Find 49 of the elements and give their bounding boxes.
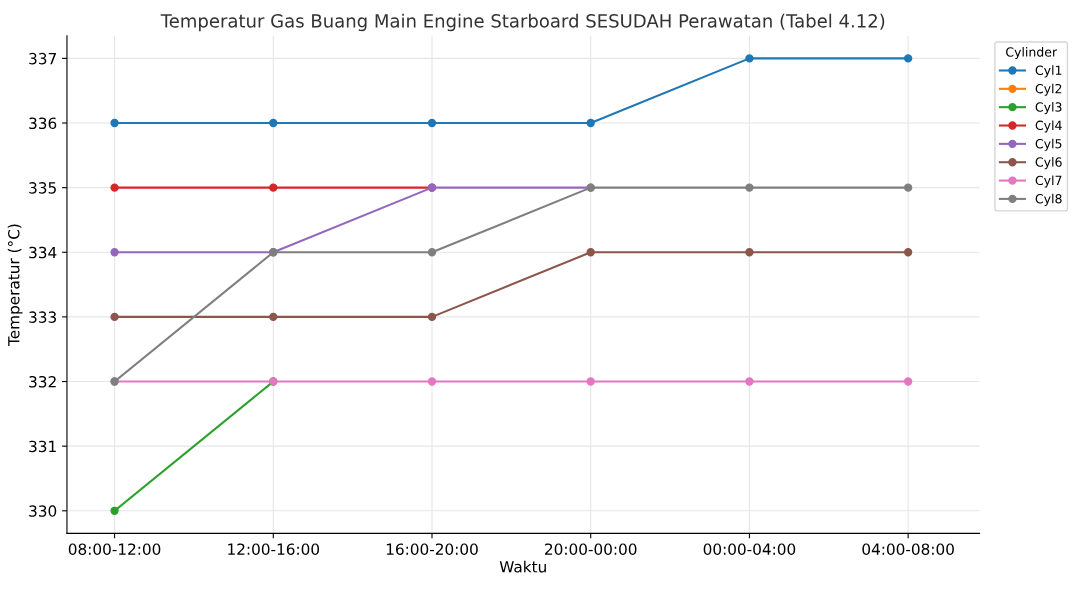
point bbox=[427, 118, 437, 128]
point bbox=[745, 54, 754, 63]
point bbox=[110, 506, 119, 515]
point bbox=[110, 312, 119, 322]
legend-label: Cyl1 bbox=[1035, 65, 1062, 78]
x-axis-title: Waktu bbox=[499, 560, 546, 573]
point bbox=[586, 377, 595, 386]
y-tick-label: 333 bbox=[29, 311, 57, 323]
y-tick-label: 337 bbox=[29, 52, 56, 65]
point bbox=[903, 377, 913, 386]
point bbox=[110, 248, 119, 257]
point bbox=[903, 54, 913, 63]
y-tick-label: 331 bbox=[29, 440, 56, 453]
point bbox=[586, 248, 595, 257]
x-tick-label: 16:00-20:00 bbox=[386, 543, 478, 555]
point bbox=[903, 183, 913, 192]
legend-label: Cyl6 bbox=[1035, 157, 1062, 170]
y-tick-label: 332 bbox=[29, 376, 56, 388]
legend-label: Cyl7 bbox=[1035, 175, 1062, 188]
x-tick-label: 04:00-08:00 bbox=[862, 543, 954, 555]
y-tick-label: 330 bbox=[29, 505, 57, 517]
point bbox=[903, 248, 913, 257]
point bbox=[110, 183, 119, 192]
point bbox=[745, 377, 754, 386]
point bbox=[745, 183, 754, 192]
chart-title: Temperatur Gas Buang Main Engine Starboard SESUDAH Perawatan (Tabel 4.12) bbox=[160, 13, 885, 32]
x-tick-label: 12:00-16:00 bbox=[228, 543, 320, 555]
point bbox=[269, 312, 278, 322]
legend-title: Cylinder bbox=[1006, 47, 1058, 60]
y-tick-label: 335 bbox=[29, 182, 56, 194]
point bbox=[586, 118, 595, 128]
y-axis-title: Temperatur (°C) bbox=[7, 224, 23, 347]
point bbox=[427, 377, 437, 386]
legend-label: Cyl4 bbox=[1035, 120, 1062, 133]
x-tick-label: 00:00-04:00 bbox=[703, 543, 796, 555]
point bbox=[110, 118, 119, 128]
y-tick-label: 336 bbox=[29, 117, 57, 130]
legend-label: Cyl8 bbox=[1035, 193, 1062, 206]
legend-label: Cyl2 bbox=[1035, 83, 1062, 96]
legend-label: Cyl5 bbox=[1035, 138, 1062, 151]
x-tick-label: 20:00-00:00 bbox=[545, 543, 637, 555]
point bbox=[427, 312, 437, 322]
point bbox=[269, 118, 278, 128]
point bbox=[427, 248, 437, 257]
x-tick-label: 08:00-12:00 bbox=[68, 543, 161, 555]
point bbox=[269, 183, 278, 192]
legend-label: Cyl3 bbox=[1035, 102, 1062, 115]
point bbox=[745, 248, 754, 257]
y-tick-label: 334 bbox=[29, 246, 57, 259]
